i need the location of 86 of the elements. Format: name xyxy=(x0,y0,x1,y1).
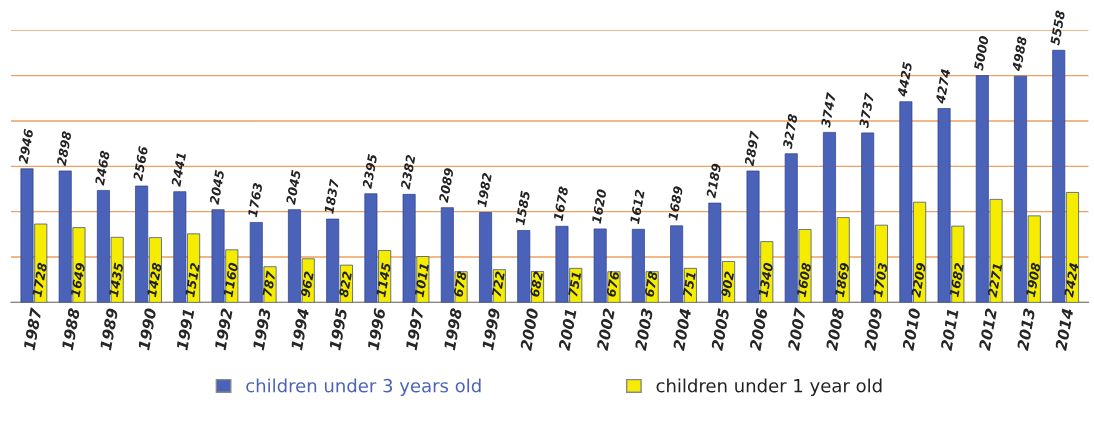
data-label: 2898 xyxy=(56,130,72,167)
data-label: 2441 xyxy=(171,152,186,187)
x-tick-label: 1987 xyxy=(23,307,42,351)
data-label: 1982 xyxy=(476,172,493,208)
data-label: 1585 xyxy=(515,190,531,226)
data-label: 682 xyxy=(529,271,544,298)
x-tick-label: 2010 xyxy=(902,307,921,352)
data-label: 1649 xyxy=(70,262,86,298)
x-tick-label: 2001 xyxy=(558,309,577,352)
legend-label: children under 1 year old xyxy=(656,378,882,396)
data-label: 2897 xyxy=(744,130,760,167)
data-label: 676 xyxy=(606,270,620,298)
x-tick-label: 1993 xyxy=(252,308,272,351)
data-label: 1682 xyxy=(949,262,965,298)
data-label: 1837 xyxy=(324,178,340,214)
x-tick-label: 2012 xyxy=(978,308,998,352)
x-tick-label: 1996 xyxy=(367,307,386,351)
x-tick-label: 2005 xyxy=(711,308,730,352)
x-tick-label: 1994 xyxy=(290,308,310,351)
x-tick-label: 2014 xyxy=(1054,308,1074,352)
data-label: 5000 xyxy=(973,35,989,71)
data-label: 3747 xyxy=(820,91,837,128)
x-tick-label: 1991 xyxy=(176,309,195,351)
data-label: 2395 xyxy=(362,153,378,190)
x-tick-label: 2000 xyxy=(519,307,539,352)
data-label: 2045 xyxy=(209,169,225,205)
x-tick-label: 1988 xyxy=(61,307,81,351)
x-tick-label: 2011 xyxy=(940,309,959,352)
data-label: 2045 xyxy=(285,169,301,205)
data-label: 3737 xyxy=(858,92,875,129)
x-tick-label: 2004 xyxy=(672,308,692,352)
x-tick-label: 2009 xyxy=(863,307,883,352)
data-label: 1608 xyxy=(796,262,812,298)
data-label: 751 xyxy=(568,271,582,297)
data-label: 2382 xyxy=(400,154,416,190)
legend-label: children under 3 years old xyxy=(246,378,481,396)
data-label: 751 xyxy=(682,271,696,297)
data-label: 722 xyxy=(491,271,505,297)
data-label: 1435 xyxy=(108,262,124,298)
data-label: 1678 xyxy=(553,186,569,222)
data-label: 1145 xyxy=(376,262,392,298)
data-label: 678 xyxy=(644,270,658,298)
x-tick-label: 1997 xyxy=(405,307,425,351)
x-tick-label: 1992 xyxy=(214,308,233,351)
data-label: 1612 xyxy=(629,189,645,225)
data-label: 1703 xyxy=(872,262,888,298)
data-label: 1340 xyxy=(758,262,774,298)
data-label: 5558 xyxy=(1049,10,1066,46)
x-tick-label: 2006 xyxy=(749,307,768,352)
x-tick-label: 2013 xyxy=(1016,308,1036,352)
data-label: 1728 xyxy=(32,262,48,298)
x-tick-label: 1995 xyxy=(328,308,348,351)
data-label: 2189 xyxy=(706,163,722,199)
data-label: 2946 xyxy=(18,128,34,165)
data-label: 3278 xyxy=(782,113,798,150)
data-label: 2468 xyxy=(94,150,110,186)
data-label: 962 xyxy=(300,271,314,298)
data-label: 1869 xyxy=(834,262,850,298)
data-label: 1908 xyxy=(1025,262,1041,298)
data-label: 2424 xyxy=(1063,262,1079,298)
data-label: 902 xyxy=(720,271,735,298)
data-label: 2089 xyxy=(438,167,454,203)
x-tick-label: 1990 xyxy=(137,307,157,351)
x-tick-label: 2002 xyxy=(596,308,615,352)
x-tick-label: 2008 xyxy=(825,307,845,352)
data-label: 1160 xyxy=(223,262,239,298)
data-label: 2271 xyxy=(987,263,1003,298)
data-label: 2209 xyxy=(910,262,927,298)
data-label: 4274 xyxy=(935,68,951,104)
data-label: 1512 xyxy=(184,262,201,298)
data-label: 4425 xyxy=(897,61,913,98)
data-label: 1428 xyxy=(146,262,162,298)
x-tick-label: 1989 xyxy=(99,307,119,351)
data-label: 4988 xyxy=(1011,36,1028,72)
x-tick-label: 2003 xyxy=(634,308,654,352)
data-label: 678 xyxy=(453,270,467,298)
data-label: 1689 xyxy=(667,185,684,221)
data-label: 787 xyxy=(262,270,276,297)
x-tick-label: 1999 xyxy=(481,307,501,351)
x-tick-label: 1998 xyxy=(443,307,463,351)
data-label: 1763 xyxy=(247,182,263,218)
data-label: 1011 xyxy=(414,263,430,298)
data-label: 822 xyxy=(338,271,353,298)
x-tick-label: 2007 xyxy=(787,307,807,352)
data-label: 1620 xyxy=(591,188,607,224)
data-label: 2566 xyxy=(132,145,149,182)
